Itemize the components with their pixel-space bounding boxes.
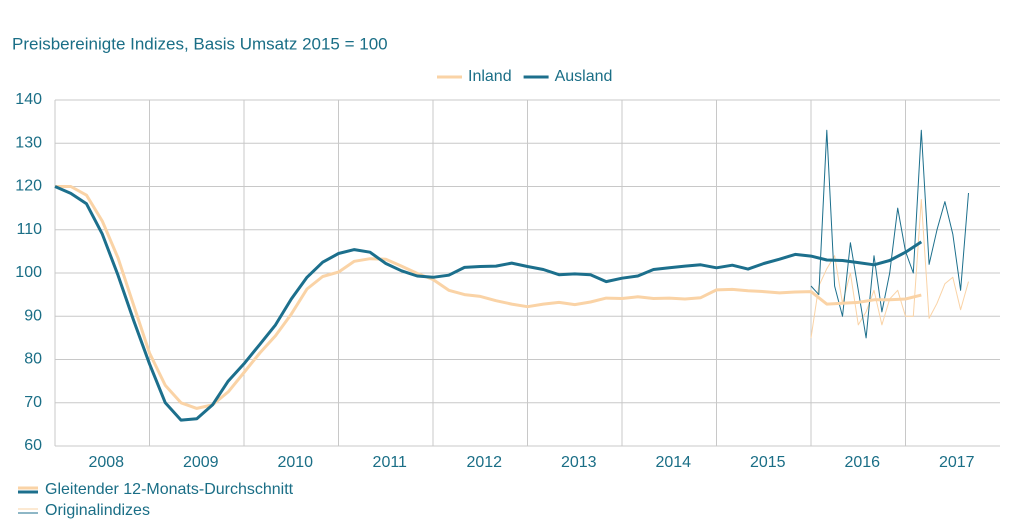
legend-label: Inland <box>468 68 512 85</box>
x-tick-label: 2011 <box>373 454 408 471</box>
x-tick-label: 2017 <box>939 454 975 471</box>
x-tick-label: 2010 <box>277 454 313 471</box>
y-tick-label: 100 <box>15 264 42 281</box>
legend-label: Ausland <box>555 68 613 85</box>
x-tick-label: 2009 <box>183 454 219 471</box>
data-line <box>54 185 923 422</box>
legend-label: Gleitender 12-Monats-Durchschnitt <box>45 481 294 498</box>
x-tick-label: 2016 <box>844 454 880 471</box>
y-tick-label: 80 <box>24 351 42 368</box>
y-tick-label: 140 <box>15 91 42 108</box>
x-tick-label: 2013 <box>561 454 597 471</box>
chart-title: Preisbereinigte Indizes, Basis Umsatz 20… <box>12 34 388 53</box>
data-line <box>810 129 969 339</box>
x-tick-label: 2008 <box>88 454 124 471</box>
x-tick-label: 2012 <box>466 454 502 471</box>
y-tick-label: 110 <box>16 221 42 238</box>
y-tick-label: 130 <box>15 134 42 151</box>
y-tick-label: 70 <box>24 394 42 411</box>
y-tick-label: 60 <box>24 437 42 454</box>
x-tick-label: 2015 <box>750 454 786 471</box>
legend-label: Originalindizes <box>45 502 150 519</box>
data-line <box>55 185 922 410</box>
y-tick-label: 90 <box>24 307 42 324</box>
x-tick-label: 2014 <box>655 454 691 471</box>
y-tick-label: 120 <box>15 178 42 195</box>
